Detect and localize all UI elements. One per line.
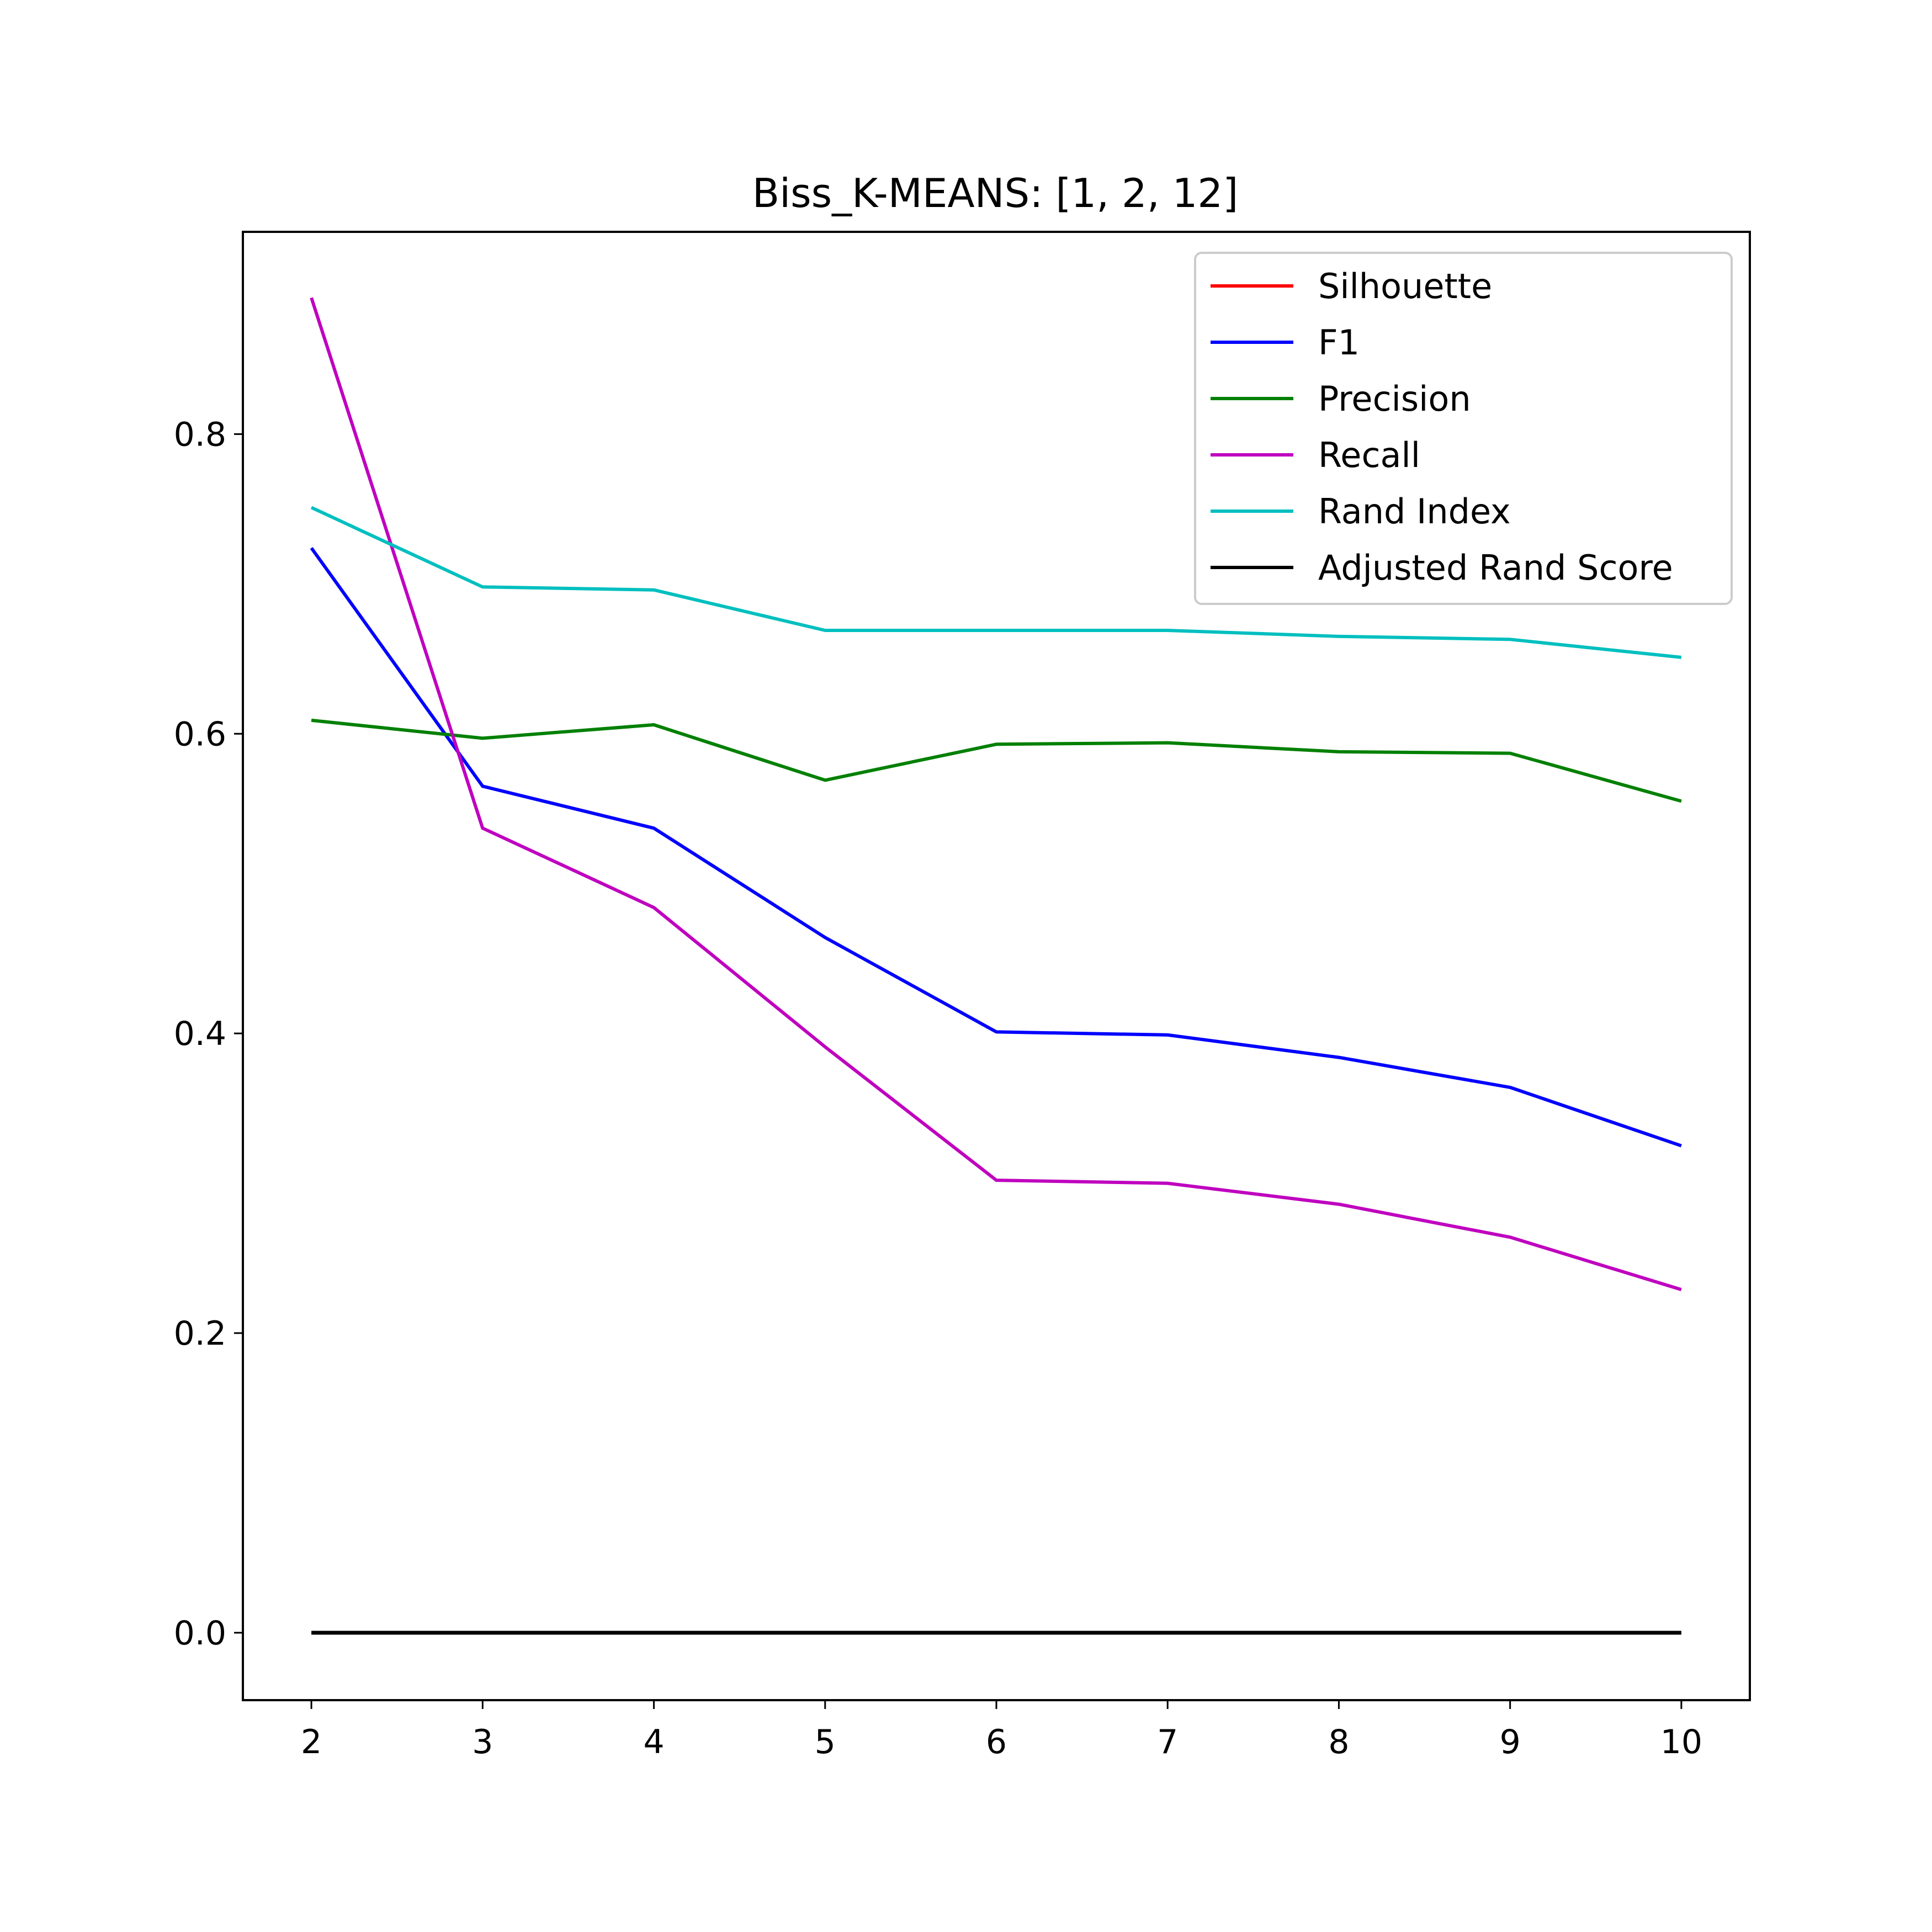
x-tick-label: 7 [1157,1723,1178,1761]
series-line-precision [311,718,1682,803]
chart-title: Biss_K-MEANS: [1, 2, 12] [752,170,1239,216]
x-tick-label: 5 [815,1723,836,1761]
y-axis: 0.0 0.2 0.4 0.6 0.8 [174,415,243,1653]
x-tick-label: 2 [301,1723,322,1761]
x-tick-label: 3 [472,1723,493,1761]
y-tick-label: 0.4 [174,1015,226,1053]
y-tick-label: 0.6 [174,715,226,753]
x-tick-label: 10 [1660,1723,1702,1761]
legend-label: Rand Index [1318,491,1511,532]
x-tick-label: 8 [1328,1723,1349,1761]
legend: Silhouette F1 Precision Recall Rand Index Adj… [1194,252,1733,605]
series-line-recall [310,297,1682,1292]
x-axis: 2 3 4 5 6 7 8 9 10 [301,1700,1702,1761]
legend-label: F1 [1318,322,1360,363]
legend-label: Adjusted Rand Score [1318,548,1673,588]
y-tick-label: 0.0 [174,1614,226,1653]
x-tick-label: 9 [1500,1723,1521,1761]
legend-label: Recall [1318,435,1420,475]
legend-box [1194,252,1733,605]
legend-label: Precision [1318,379,1471,419]
series-layer [310,297,1682,1635]
series-line-rand-index [310,506,1682,659]
y-tick-label: 0.2 [174,1314,226,1353]
x-tick-label: 4 [643,1723,664,1761]
series-line-f1 [310,546,1682,1148]
x-tick-label: 6 [986,1723,1007,1761]
y-tick-label: 0.8 [174,415,226,454]
legend-label: Silhouette [1318,266,1492,306]
